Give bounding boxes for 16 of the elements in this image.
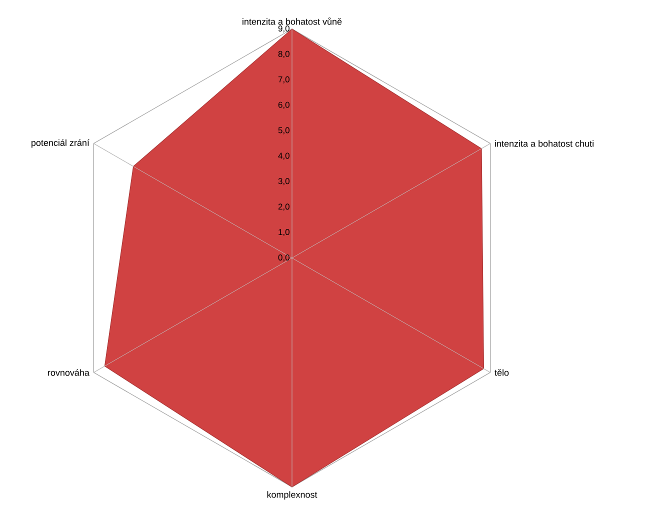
y-tick-label: 4,0 xyxy=(278,152,290,160)
y-tick-label: 5,0 xyxy=(278,127,290,134)
spoke-label: intenzita a bohatost vůně xyxy=(242,17,342,25)
spoke-label: potenciál zrání xyxy=(32,139,90,148)
y-tick-label: 3,0 xyxy=(278,178,290,186)
y-tick-label: 1,0 xyxy=(278,229,290,236)
y-tick-label: 9,0 xyxy=(278,25,290,32)
y-tick-label: 8,0 xyxy=(278,50,290,58)
y-tick-label: 7,0 xyxy=(278,76,290,84)
spoke-label: rovnováha xyxy=(48,369,90,376)
spoke-label: komplexnost xyxy=(267,491,318,500)
y-tick-label: 0,0 xyxy=(278,254,290,262)
spoke-label: intenzita a bohatost chuti xyxy=(495,140,594,147)
y-tick-label: 2,0 xyxy=(278,204,290,211)
spoke-label: tělo xyxy=(494,369,509,376)
y-tick-label: 6,0 xyxy=(278,102,290,109)
